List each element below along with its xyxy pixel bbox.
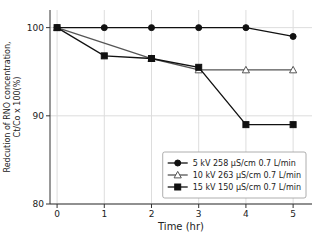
point [101, 53, 107, 59]
point [148, 55, 155, 61]
series-line [57, 28, 293, 125]
point [290, 122, 296, 128]
y-tick [46, 27, 50, 28]
point [290, 33, 296, 39]
x-tick-label: 3 [196, 209, 202, 219]
x-tick-label: 2 [149, 209, 155, 219]
grid [50, 10, 312, 204]
y-tick-label: 90 [33, 111, 45, 121]
point [101, 25, 107, 31]
point [148, 25, 154, 31]
y-axis-label-line: Ct/Co x 100(%) [13, 77, 22, 138]
axes: 0 1 2 3 4 5 80 90 100 [27, 10, 312, 219]
x-tick-label: 0 [54, 209, 60, 219]
chart: 0 1 2 3 4 5 80 90 100 Time (hr) Redcution of RNO c… [0, 0, 322, 236]
grid-line-x [151, 10, 152, 204]
x-tick [198, 204, 199, 208]
legend-swatch-marker [175, 160, 181, 166]
y-tick [46, 204, 50, 205]
series [54, 25, 296, 128]
point [290, 66, 297, 72]
point [148, 56, 154, 62]
x-tick [151, 204, 152, 208]
series-line [57, 28, 293, 37]
point [196, 25, 202, 31]
x-tick [293, 204, 294, 208]
data [53, 24, 296, 128]
legend-label: 15 kV 150 μS/cm 0.7 L/min [193, 183, 301, 192]
x-tick [57, 204, 58, 208]
grid-line-y [50, 115, 312, 116]
x-tick-label: 5 [290, 209, 296, 219]
y-axis-label-line: Redcution of RNO concentration, [3, 41, 12, 172]
x-axis-line [50, 204, 312, 205]
point [243, 25, 249, 31]
y-axis-line [50, 10, 51, 204]
point [54, 25, 60, 31]
x-axis-label: Time (hr) [157, 221, 204, 232]
legend-swatch-marker [175, 184, 181, 190]
x-tick-label: 1 [101, 209, 107, 219]
series [53, 24, 296, 73]
legend-label: 10 kV 263 μS/cm 0.7 L/min [193, 171, 301, 180]
y-tick [46, 115, 50, 116]
point [242, 66, 249, 72]
x-tick-label: 4 [243, 209, 249, 219]
x-tick [104, 204, 105, 208]
point [196, 64, 202, 70]
point [243, 122, 249, 128]
x-tick [245, 204, 246, 208]
point [54, 25, 60, 31]
grid-line-x [57, 10, 58, 204]
point [53, 24, 60, 30]
legend: 5 kV 258 μS/cm 0.7 L/min 10 kV 263 μS/cm … [163, 152, 306, 198]
y-tick-label: 80 [33, 199, 45, 209]
legend-label: 5 kV 258 μS/cm 0.7 L/min [193, 159, 296, 168]
grid-line-x [104, 10, 105, 204]
y-axis-label: Redcution of RNO concentration,Ct/Co x 1… [3, 41, 22, 172]
y-tick-label: 100 [27, 23, 44, 33]
series [54, 25, 296, 40]
legend-swatch-marker [174, 171, 181, 177]
legend-box [163, 152, 306, 198]
grid-line-y [50, 204, 312, 205]
